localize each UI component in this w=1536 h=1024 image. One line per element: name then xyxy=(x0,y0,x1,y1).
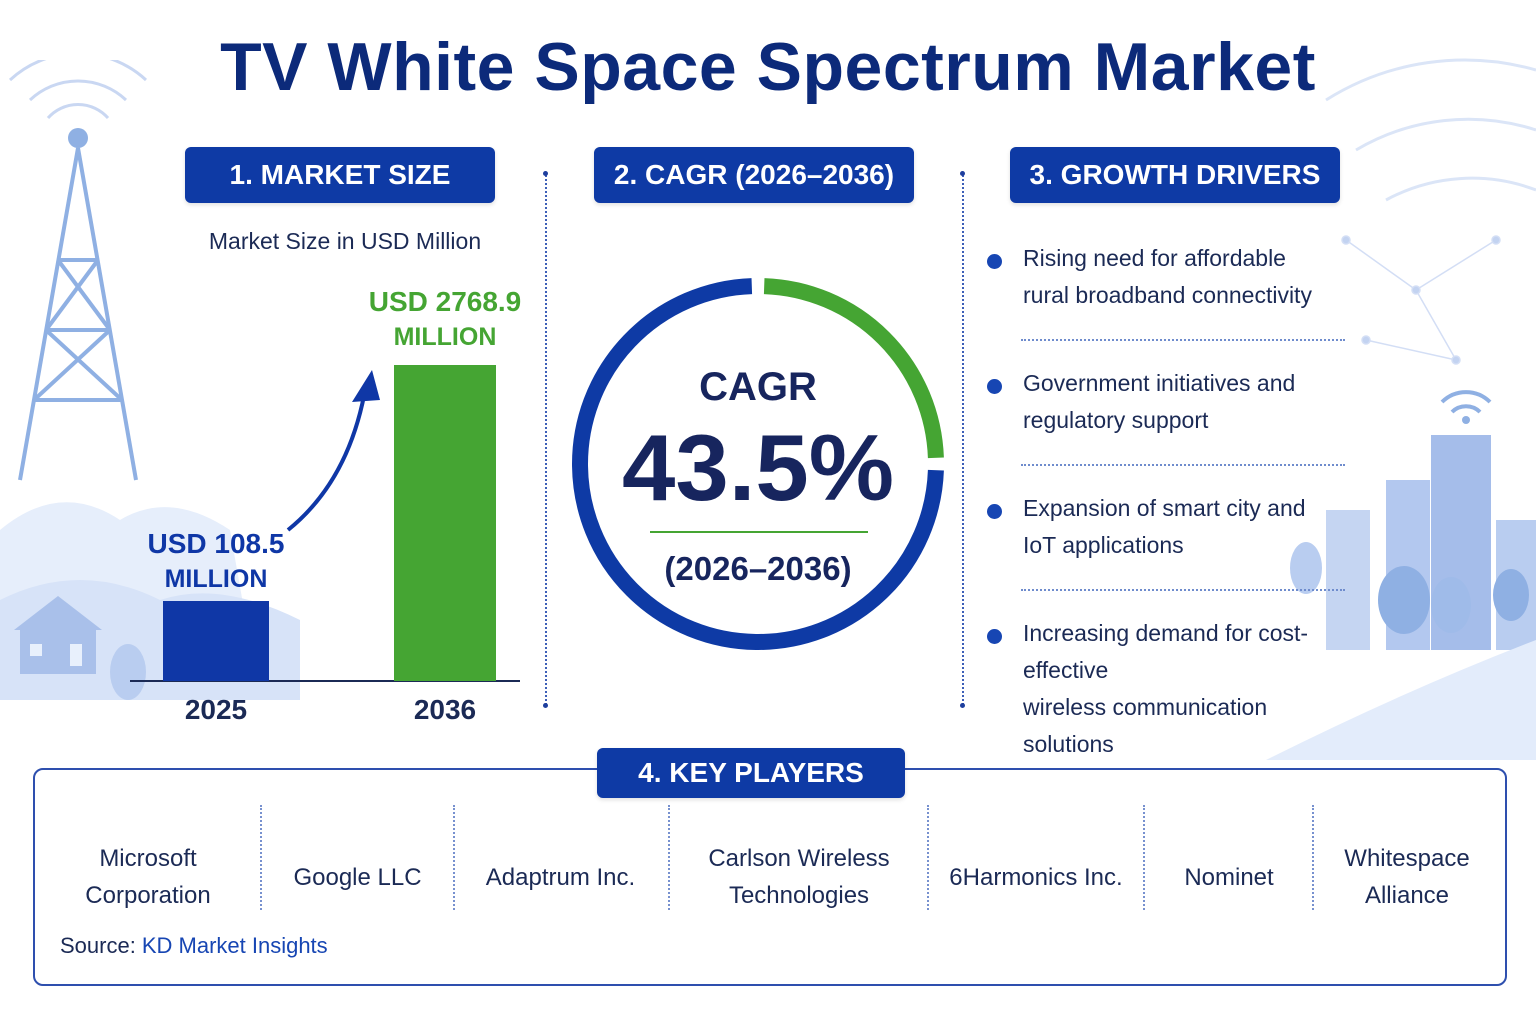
driver-text: regulatory support xyxy=(1023,407,1209,433)
player-item: Whitespace Alliance xyxy=(1317,822,1497,932)
data-label: USD 108.5 xyxy=(148,528,285,559)
data-label: MILLION xyxy=(394,323,497,351)
growth-arrow xyxy=(286,384,368,532)
player-item: 6Harmonics Inc. xyxy=(932,822,1140,932)
player-name: Carlson Wireless xyxy=(708,845,890,872)
key-players-header: 4. KEY PLAYERS xyxy=(597,748,905,798)
source-name: KD Market Insights xyxy=(141,933,328,958)
player-separator xyxy=(453,805,455,910)
source-note: Source: KD Market Insights xyxy=(60,933,328,959)
driver-item: Increasing demand for cost-effective wire… xyxy=(985,615,1345,757)
driver-text: IoT applications xyxy=(1023,532,1184,558)
driver-text: Increasing demand for cost-effective xyxy=(1023,620,1309,683)
x-tick-label: 2025 xyxy=(185,694,247,725)
arrow-head-icon xyxy=(352,370,380,402)
player-item: Google LLC xyxy=(265,822,450,932)
page-title: TV White Space Spectrum Market xyxy=(220,29,1316,105)
driver-text: Expansion of smart city and xyxy=(1023,495,1306,521)
bullet-icon xyxy=(987,254,1002,269)
player-item: Carlson Wireless Technologies xyxy=(673,822,925,932)
column-divider xyxy=(545,175,547,705)
driver-item: Rising need for affordable rural broadban… xyxy=(985,240,1345,365)
cagr-header: 2. CAGR (2026–2036) xyxy=(594,147,914,203)
driver-separator xyxy=(1021,464,1345,466)
growth-drivers-header: 3. GROWTH DRIVERS xyxy=(1010,147,1340,203)
player-name: 6Harmonics Inc. xyxy=(949,863,1123,891)
divider-dot xyxy=(960,171,965,176)
bullet-icon xyxy=(987,379,1002,394)
player-item: Adaptrum Inc. xyxy=(458,822,663,932)
bullet-icon xyxy=(987,504,1002,519)
player-separator xyxy=(1143,805,1145,910)
driver-text: Rising need for affordable xyxy=(1023,245,1286,271)
cagr-value: 43.5% xyxy=(622,415,894,520)
driver-text: rural broadband connectivity xyxy=(1023,282,1312,308)
bullet-icon xyxy=(987,629,1002,644)
data-label: MILLION xyxy=(165,565,268,593)
driver-text: wireless communication solutions xyxy=(1023,694,1268,757)
cagr-label: CAGR xyxy=(699,365,817,409)
divider-dot xyxy=(543,171,548,176)
player-name: Microsoft xyxy=(99,845,197,872)
player-name: Nominet xyxy=(1184,863,1274,891)
player-name: Whitespace xyxy=(1344,845,1470,872)
source-label: Source: xyxy=(60,933,136,958)
player-separator xyxy=(668,805,670,910)
cagr-ring-green-arc xyxy=(763,278,944,459)
player-separator xyxy=(1312,805,1314,910)
x-tick-label: 2036 xyxy=(414,694,476,725)
growth-drivers-list: Rising need for affordable rural broadban… xyxy=(985,240,1345,757)
cagr-period: (2026–2036) xyxy=(664,550,851,587)
driver-text: Government initiatives and xyxy=(1023,370,1296,396)
column-divider xyxy=(962,175,964,705)
data-label: USD 2768.9 xyxy=(369,286,522,317)
player-name: Alliance xyxy=(1364,882,1450,909)
player-item: Microsoft Corporation xyxy=(48,822,248,932)
player-separator xyxy=(260,805,262,910)
divider-dot xyxy=(960,703,965,708)
player-name: Technologies xyxy=(728,882,870,909)
driver-item: Government initiatives and regulatory sup… xyxy=(985,365,1345,490)
bar-2025 xyxy=(163,601,269,681)
market-size-header: 1. MARKET SIZE xyxy=(185,147,495,203)
chart-subtitle: Market Size in USD Million xyxy=(208,228,482,254)
divider-dot xyxy=(543,703,548,708)
key-players-panel xyxy=(33,768,1507,986)
bar-2036 xyxy=(394,365,496,681)
driver-separator xyxy=(1021,339,1345,341)
driver-separator xyxy=(1021,589,1345,591)
player-separator xyxy=(927,805,929,910)
city-illustration xyxy=(1266,58,1536,760)
driver-item: Expansion of smart city and IoT applicati… xyxy=(985,490,1345,615)
player-name: Corporation xyxy=(85,882,211,909)
player-name: Google LLC xyxy=(293,863,422,891)
player-name: Adaptrum Inc. xyxy=(485,863,636,891)
player-item: Nominet xyxy=(1148,822,1310,932)
cagr-ring-blue-arc xyxy=(572,278,944,650)
